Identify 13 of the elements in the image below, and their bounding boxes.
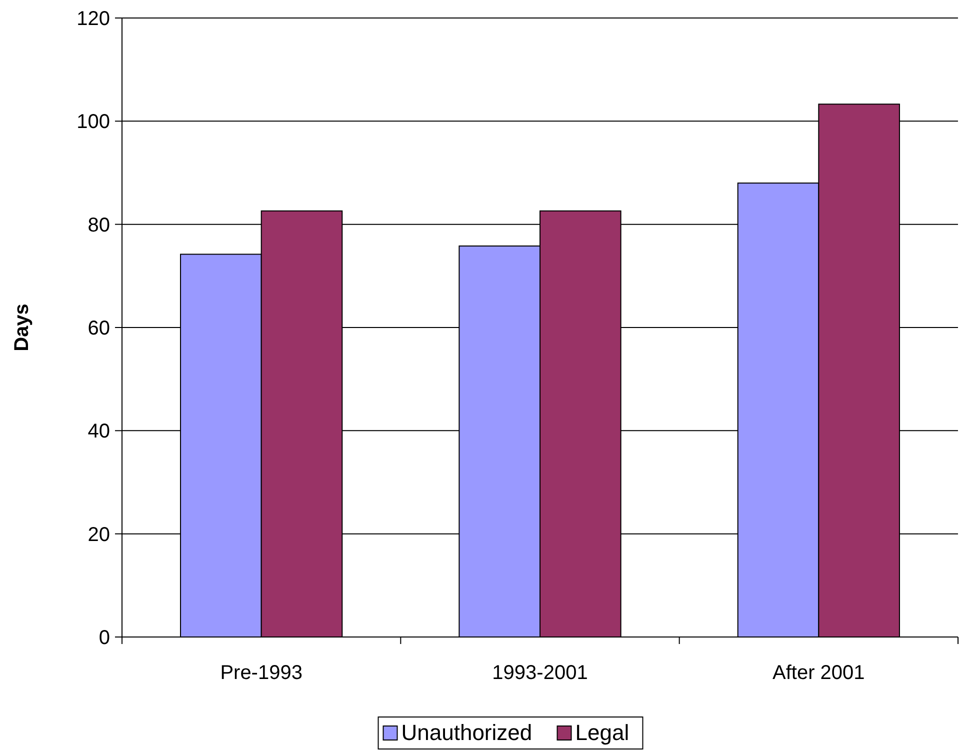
y-tick-label: 20 (88, 524, 110, 546)
y-tick-label: 60 (88, 318, 110, 340)
y-tick-label: 40 (88, 420, 110, 443)
y-tick-label: 80 (88, 214, 110, 236)
legend-label: Legal (575, 720, 630, 745)
x-tick-label: Pre-1993 (220, 662, 302, 684)
y-tick-label: 120 (76, 8, 110, 30)
legend-label: Unauthorized (401, 720, 532, 745)
y-tick-label: 100 (76, 111, 110, 134)
x-tick-label: 1993-2001 (492, 662, 588, 684)
x-tick-label: After 2001 (772, 662, 865, 684)
y-tick-label: 0 (98, 627, 110, 649)
y-axis-title: Days (11, 304, 33, 352)
